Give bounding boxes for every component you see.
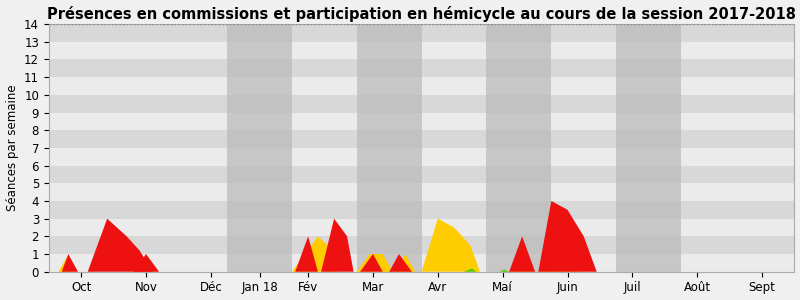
Polygon shape	[357, 254, 393, 272]
Bar	[49, 183, 794, 201]
Polygon shape	[136, 263, 156, 272]
Bar	[49, 59, 794, 77]
Polygon shape	[292, 236, 338, 272]
Bar	[357, 24, 422, 272]
Polygon shape	[390, 254, 412, 272]
Polygon shape	[396, 254, 415, 272]
Polygon shape	[422, 219, 480, 272]
Polygon shape	[542, 236, 581, 272]
Polygon shape	[360, 254, 382, 272]
Bar	[49, 166, 794, 183]
Bar	[49, 254, 794, 272]
Polygon shape	[133, 254, 159, 272]
Bar	[616, 24, 681, 272]
Bar	[49, 77, 794, 95]
Bar	[49, 130, 794, 148]
Polygon shape	[295, 236, 318, 272]
Bar	[49, 24, 794, 42]
Bar	[49, 95, 794, 112]
Bar	[227, 24, 292, 272]
Bar	[486, 24, 551, 272]
Polygon shape	[62, 254, 78, 272]
Bar	[49, 112, 794, 130]
Bar	[49, 148, 794, 166]
Polygon shape	[509, 254, 535, 272]
Bar	[49, 219, 794, 236]
Polygon shape	[321, 219, 354, 272]
Title: Présences en commissions et participation en hémicycle au cours de la session 20: Présences en commissions et participatio…	[47, 6, 796, 22]
Polygon shape	[509, 236, 535, 272]
Polygon shape	[88, 219, 153, 272]
Polygon shape	[464, 268, 477, 272]
Polygon shape	[58, 258, 74, 272]
Bar	[49, 236, 794, 254]
Y-axis label: Séances par semaine: Séances par semaine	[6, 85, 18, 211]
Bar	[49, 42, 794, 59]
Bar	[49, 201, 794, 219]
Polygon shape	[538, 201, 597, 272]
Polygon shape	[499, 270, 509, 272]
Bar	[49, 6, 794, 24]
